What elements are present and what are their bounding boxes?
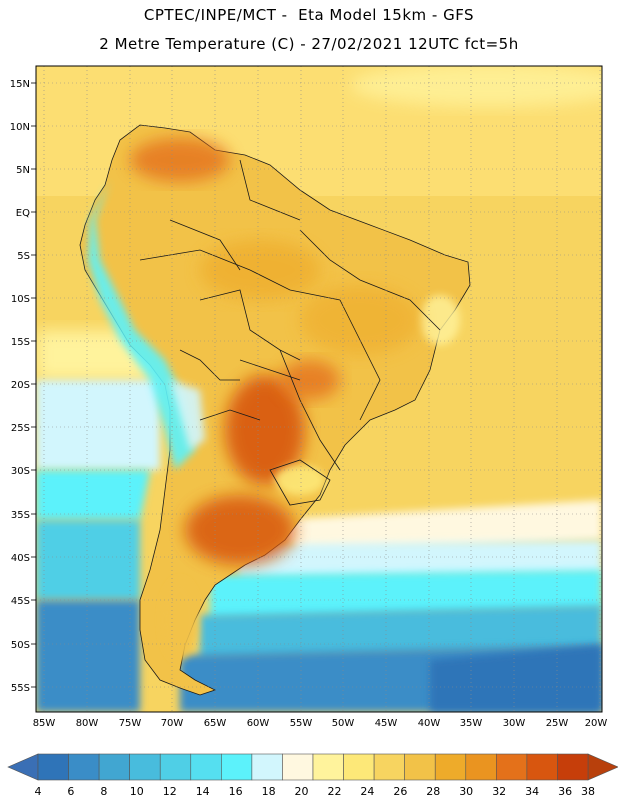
lat-label: EQ (16, 208, 30, 219)
lon-label: 40W (418, 718, 441, 729)
colorbar-tick: 22 (328, 785, 342, 798)
temperature-map (36, 66, 602, 712)
lon-label: 70W (161, 718, 184, 729)
colorbar-swatch (159, 753, 192, 781)
colorbar-low-arrow (7, 753, 39, 781)
colorbar-swatch (129, 753, 161, 781)
colorbar-tick: 18 (262, 785, 276, 798)
colorbar-swatch (221, 753, 253, 781)
colorbar-swatch (312, 753, 344, 781)
lon-label: 50W (332, 718, 355, 729)
map-title-line2: 2 Metre Temperature (C) - 27/02/2021 12U… (99, 35, 519, 53)
colorbar-tick: 20 (295, 785, 309, 798)
colorbar-swatch (343, 753, 375, 781)
colorbar-tick: 4 (35, 785, 42, 798)
colorbar-tick: 8 (100, 785, 107, 798)
lon-label: 30W (503, 718, 526, 729)
lon-label: 55W (290, 718, 313, 729)
lon-label: 85W (33, 718, 56, 729)
lat-label: 40S (11, 553, 30, 564)
lon-label: 75W (119, 718, 142, 729)
lat-label: 15N (10, 79, 30, 90)
country-borders (139, 159, 441, 506)
colorbar (7, 753, 618, 781)
lat-label: 10N (10, 122, 30, 133)
lat-label: 55S (11, 683, 30, 694)
colorbar-tick: 34 (525, 785, 539, 798)
lat-label: 45S (11, 596, 30, 607)
colorbar-tick: 28 (426, 785, 440, 798)
lon-label: 65W (204, 718, 227, 729)
lat-label: 50S (11, 640, 30, 651)
colorbar-tick: 26 (393, 785, 407, 798)
lat-label: 10S (11, 294, 30, 305)
colorbar-high-arrow (587, 753, 618, 781)
colorbar-tick: 16 (229, 785, 243, 798)
colorbar-tick: 10 (130, 785, 144, 798)
colorbar-swatch (251, 753, 283, 781)
colorbar-swatch (496, 753, 528, 781)
colorbar-swatch (98, 753, 130, 781)
axis-ticks (31, 82, 36, 688)
colorbar-swatch (404, 753, 436, 781)
lat-label: 20S (11, 380, 30, 391)
lat-label: 5S (17, 251, 30, 262)
lat-label: 25S (11, 423, 30, 434)
colorbar-tick: 30 (459, 785, 473, 798)
colorbar-swatch (190, 753, 222, 781)
colorbar-swatch (282, 753, 314, 781)
colorbar-swatch (68, 753, 100, 781)
colorbar-swatch (434, 753, 467, 781)
lat-label: 15S (11, 337, 30, 348)
lon-label: 45W (375, 718, 398, 729)
lon-label: 80W (76, 718, 99, 729)
lon-label: 20W (585, 718, 608, 729)
map-title-line1: CPTEC/INPE/MCT - Eta Model 15km - GFS (143, 6, 475, 24)
lat-label: 5N (16, 165, 30, 176)
lat-label: 30S (11, 466, 30, 477)
colorbar-swatch (373, 753, 405, 781)
colorbar-tick: 6 (67, 785, 74, 798)
map-frame (35, 65, 603, 713)
colorbar-swatch (526, 753, 558, 781)
lon-label: 35W (460, 718, 483, 729)
colorbar-tick: 24 (360, 785, 374, 798)
colorbar-tick: 38 (581, 785, 595, 798)
colorbar-tick: 14 (196, 785, 210, 798)
lat-label: 35S (11, 510, 30, 521)
colorbar-swatch (465, 753, 497, 781)
colorbar-tick: 36 (558, 785, 572, 798)
lon-label: 25W (546, 718, 569, 729)
colorbar-swatch (557, 753, 589, 781)
colorbar-tick: 12 (163, 785, 177, 798)
colorbar-swatch (37, 753, 69, 781)
colorbar-tick: 32 (492, 785, 506, 798)
lon-label: 60W (247, 718, 270, 729)
